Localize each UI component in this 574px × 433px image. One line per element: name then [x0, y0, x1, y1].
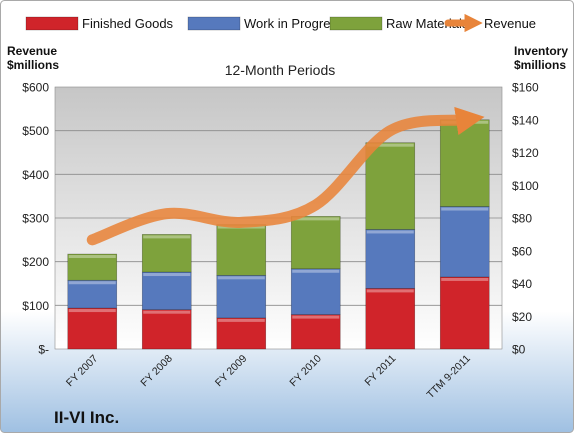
company-name: II-VI Inc.	[54, 408, 119, 427]
y2-tick-label: $40	[512, 277, 532, 291]
bar-segment	[365, 142, 416, 230]
y2-tick-label: $160	[512, 81, 539, 95]
bar-segment	[67, 307, 118, 350]
bar-highlight	[217, 276, 265, 280]
y2-tick-label: $60	[512, 244, 532, 258]
bar-highlight	[366, 289, 414, 293]
y2-axis-ticks: $0 $20 $40 $60 $80 $100 $120 $140 $160	[512, 81, 539, 357]
y2-tick-label: $120	[512, 146, 539, 160]
y2-tick-label: $140	[512, 113, 539, 127]
bar-segment	[216, 275, 267, 319]
legend-swatch-raw-materials	[329, 16, 383, 31]
legend: Finished Goods Work in Progress Raw Materi…	[25, 13, 536, 33]
bar-highlight	[441, 277, 489, 281]
bar-highlight	[366, 143, 414, 147]
y-tick-label: $500	[22, 124, 49, 138]
y-tick-label: $300	[22, 212, 49, 226]
bar-segment	[365, 288, 416, 350]
revenue-line	[86, 106, 485, 246]
y-tick-label: $600	[22, 81, 49, 95]
bar-highlight	[143, 235, 191, 239]
bar-highlight	[441, 207, 489, 211]
legend-swatch-work-in-progress	[187, 16, 241, 31]
bar-highlight	[292, 315, 340, 319]
bar-segment	[290, 216, 341, 270]
legend-label: Finished Goods	[82, 16, 174, 31]
bar-segment	[439, 276, 490, 350]
bar-highlight	[366, 230, 414, 234]
bar-highlight	[68, 309, 116, 313]
bar-segment	[216, 317, 267, 350]
y-tick-label: $-	[38, 343, 49, 357]
bars	[67, 119, 490, 350]
bar-highlight	[217, 318, 265, 322]
bar-highlight	[143, 273, 191, 277]
bar-highlight	[68, 281, 116, 285]
bar-highlight	[68, 255, 116, 259]
bar-segment	[67, 279, 118, 309]
y-tick-label: $100	[22, 299, 49, 313]
bar-segment	[216, 224, 267, 276]
y2-tick-label: $20	[512, 310, 532, 324]
bar-highlight	[292, 269, 340, 273]
bar-segment	[141, 271, 192, 311]
legend-label: Work in Progress	[244, 16, 344, 31]
y-axis-ticks: $- $100 $200 $300 $400 $500 $600	[22, 81, 49, 357]
legend-label: Revenue	[484, 16, 536, 31]
bar-segment	[67, 253, 118, 281]
bar-segment	[141, 234, 192, 273]
y2-tick-label: $0	[512, 343, 526, 357]
y2-tick-label: $80	[512, 212, 532, 226]
y-axis-label: Revenue $millions	[7, 44, 59, 72]
chart-title: 12-Month Periods	[225, 62, 336, 78]
y2-tick-label: $100	[512, 179, 539, 193]
bar-segment	[439, 206, 490, 278]
revenue-series	[86, 106, 485, 246]
bar-segment	[290, 268, 341, 315]
bar-highlight	[292, 217, 340, 221]
y2-axis-label: Inventory $millions	[514, 44, 568, 72]
bar-segment	[290, 314, 341, 350]
y-tick-label: $400	[22, 168, 49, 182]
y-tick-label: $200	[22, 255, 49, 269]
bar-segment	[141, 309, 192, 350]
bar-segment	[439, 119, 490, 207]
bar-segment	[365, 229, 416, 289]
bar-highlight	[143, 310, 191, 314]
legend-swatch-finished-goods	[25, 16, 79, 31]
